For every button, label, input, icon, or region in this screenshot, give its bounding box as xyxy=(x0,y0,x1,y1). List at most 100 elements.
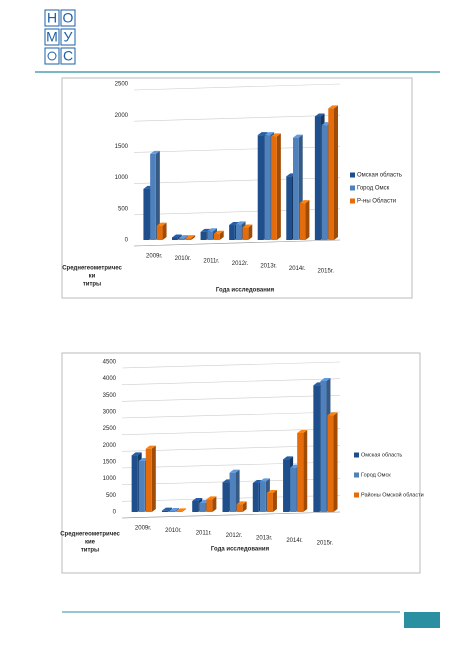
grid-line xyxy=(133,83,341,91)
x-tick-label: 2013г. xyxy=(256,536,273,542)
bar xyxy=(257,135,264,240)
bar xyxy=(150,153,156,240)
bar-top xyxy=(264,132,275,136)
bar-top xyxy=(168,508,180,511)
bar xyxy=(172,237,178,240)
bar-top xyxy=(242,224,253,228)
y-tick-label: 500 xyxy=(106,493,117,499)
bar xyxy=(222,482,229,512)
bar xyxy=(131,455,138,512)
y-tick-label: 3500 xyxy=(103,393,117,399)
bar-top xyxy=(314,113,325,117)
bar-top xyxy=(207,228,217,232)
legend-swatch xyxy=(350,172,355,178)
bar xyxy=(145,448,152,512)
x-tick-label: 2015г. xyxy=(317,269,334,275)
bar-side xyxy=(305,200,310,240)
bar xyxy=(313,385,320,512)
bar xyxy=(192,501,199,512)
y-tick-label: 2000 xyxy=(115,113,129,119)
bar-top xyxy=(192,498,203,501)
bar xyxy=(214,233,220,240)
bar xyxy=(200,231,207,240)
logo-cell xyxy=(44,9,60,27)
bar xyxy=(207,231,213,240)
bar xyxy=(236,504,243,512)
bar-top xyxy=(145,445,156,449)
bar xyxy=(143,188,150,240)
bar xyxy=(321,125,328,240)
bar-side xyxy=(333,412,338,512)
y-tick-label: 1000 xyxy=(103,476,117,482)
logo-letter: У xyxy=(64,29,73,45)
bar xyxy=(299,203,306,240)
bar-top xyxy=(293,134,303,138)
bar xyxy=(168,511,176,512)
bar xyxy=(138,461,145,512)
bar-side xyxy=(167,507,172,512)
bar-top xyxy=(328,105,338,109)
logo-cell xyxy=(60,28,76,46)
grid-line xyxy=(121,361,341,369)
y-tick-label: 0 xyxy=(125,238,129,244)
legend-swatch xyxy=(354,492,359,498)
x-tick-label: 2015г. xyxy=(317,541,334,547)
bar-side xyxy=(191,235,196,240)
bar-top xyxy=(235,221,246,225)
bar-top xyxy=(214,230,224,234)
y-axis-label: ки xyxy=(89,274,96,280)
legend-swatch xyxy=(354,452,359,458)
bar xyxy=(161,510,168,512)
logo-cell xyxy=(60,47,76,65)
bar-top xyxy=(150,150,160,154)
bar-top xyxy=(320,378,331,381)
bar-side xyxy=(272,490,277,512)
bar-side xyxy=(212,496,217,512)
bar xyxy=(252,483,259,512)
bar xyxy=(314,116,321,240)
y-tick-label: 2500 xyxy=(115,82,129,88)
x-tick-label: 2014г. xyxy=(289,266,306,272)
bar xyxy=(328,108,334,240)
y-tick-label: 3000 xyxy=(103,410,117,416)
bar-top xyxy=(266,490,277,493)
bar-side xyxy=(242,501,247,512)
bar-top xyxy=(172,234,182,238)
x-axis-label: Года исследования xyxy=(211,547,270,553)
x-tick-label: 2009г. xyxy=(146,254,163,260)
legend-label: Омская область xyxy=(361,452,402,458)
y-tick-label: 1500 xyxy=(103,460,117,466)
bar-side xyxy=(334,105,338,240)
x-tick-label: 2013г. xyxy=(260,264,277,270)
bar xyxy=(242,227,249,240)
grid-line xyxy=(133,177,341,184)
y-tick-label: 1000 xyxy=(115,175,129,181)
bar-side xyxy=(219,230,224,240)
y-tick-label: 4500 xyxy=(103,360,117,366)
logo-letter: О xyxy=(63,10,74,26)
axis-line xyxy=(121,511,341,519)
bar xyxy=(199,503,206,512)
bar-top xyxy=(327,412,338,416)
bar-top xyxy=(283,456,294,460)
x-tick-label: 2014г. xyxy=(286,538,303,544)
bar-side xyxy=(151,445,156,512)
bar xyxy=(271,136,277,240)
bar-top xyxy=(131,452,142,456)
logo-letter: М xyxy=(46,29,58,45)
bar-side xyxy=(235,469,240,512)
y-tick-label: 1500 xyxy=(115,144,129,150)
bar xyxy=(283,459,290,512)
bar xyxy=(229,472,236,512)
bar-side xyxy=(276,133,281,240)
logo-letter: С xyxy=(63,48,73,64)
legend-label: Город Омск xyxy=(361,472,391,478)
bar xyxy=(290,467,297,512)
chart-frame xyxy=(61,77,413,299)
bar xyxy=(286,176,292,240)
bar-top xyxy=(297,430,308,433)
x-tick-label: 2012г. xyxy=(232,261,249,267)
bar-side xyxy=(162,222,167,240)
bar-top xyxy=(206,496,217,500)
